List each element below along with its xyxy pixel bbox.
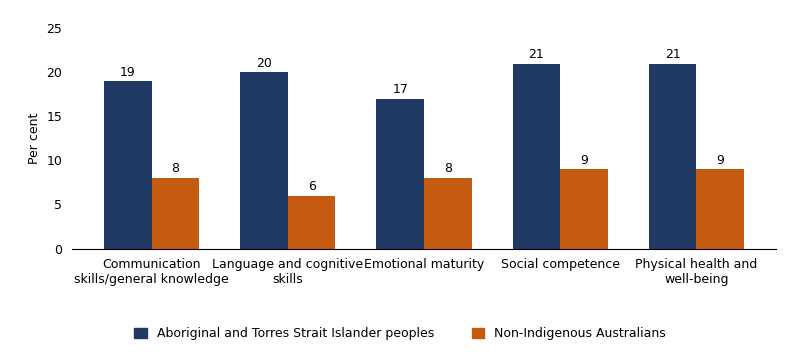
Bar <box>376 99 424 248</box>
Text: 8: 8 <box>444 163 452 175</box>
Text: 21: 21 <box>665 48 680 61</box>
Text: 9: 9 <box>580 154 588 166</box>
Bar <box>424 178 472 248</box>
Bar <box>649 64 696 248</box>
Bar <box>152 178 199 248</box>
Bar <box>104 81 152 248</box>
Text: 20: 20 <box>256 57 272 70</box>
Text: 6: 6 <box>308 180 315 193</box>
Legend: Aboriginal and Torres Strait Islander peoples, Non-Indigenous Australians: Aboriginal and Torres Strait Islander pe… <box>130 322 670 345</box>
Text: 19: 19 <box>120 66 136 78</box>
Bar <box>288 196 335 248</box>
Text: 9: 9 <box>716 154 724 166</box>
Bar <box>513 64 560 248</box>
Text: 8: 8 <box>171 163 179 175</box>
Bar <box>696 169 744 248</box>
Text: 17: 17 <box>392 83 408 96</box>
Text: 21: 21 <box>529 48 544 61</box>
Bar <box>240 72 288 248</box>
Y-axis label: Per cent: Per cent <box>28 113 41 164</box>
Bar <box>560 169 608 248</box>
